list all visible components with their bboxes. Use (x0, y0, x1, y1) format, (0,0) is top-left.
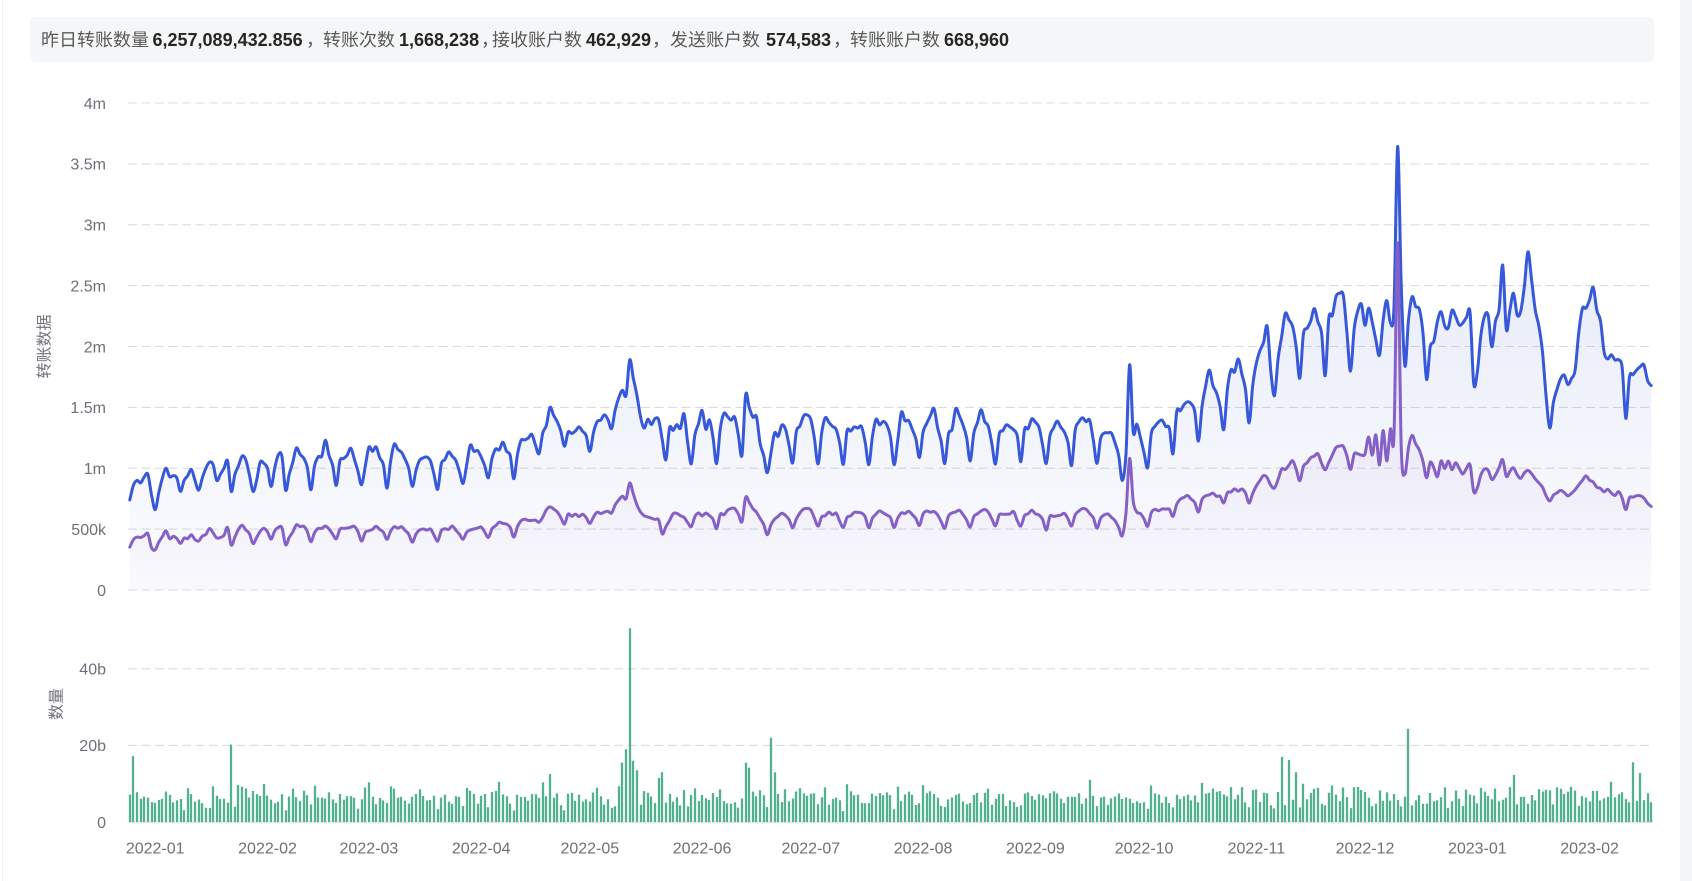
svg-text:2022-05: 2022-05 (560, 841, 619, 858)
svg-text:2.5m: 2.5m (70, 278, 106, 295)
svg-text:0: 0 (97, 583, 106, 600)
svg-text:1m: 1m (84, 461, 106, 478)
svg-text:2022-12: 2022-12 (1336, 841, 1395, 858)
svg-text:2022-10: 2022-10 (1115, 841, 1174, 858)
svg-text:462,929: 462,929 (586, 30, 651, 50)
svg-text:574,583: 574,583 (766, 30, 831, 50)
svg-text:3m: 3m (84, 218, 106, 235)
svg-text:2022-08: 2022-08 (894, 841, 953, 858)
svg-text:2m: 2m (84, 339, 106, 356)
svg-text:500k: 500k (71, 522, 107, 539)
svg-text:40b: 40b (79, 662, 106, 679)
svg-text:2023-01: 2023-01 (1448, 841, 1507, 858)
svg-text:2022-07: 2022-07 (781, 841, 840, 858)
svg-text:6,257,089,432.856: 6,257,089,432.856 (153, 30, 303, 50)
svg-text:2022-04: 2022-04 (452, 841, 511, 858)
svg-text:20b: 20b (79, 738, 106, 755)
svg-text:3.5m: 3.5m (70, 157, 106, 174)
svg-text:1,668,238: 1,668,238 (399, 30, 479, 50)
svg-text:668,960: 668,960 (944, 30, 1009, 50)
svg-text:2022-06: 2022-06 (673, 841, 732, 858)
svg-text:0: 0 (97, 815, 106, 832)
svg-text:2022-09: 2022-09 (1006, 841, 1065, 858)
svg-text:2022-01: 2022-01 (126, 841, 185, 858)
svg-text:2022-03: 2022-03 (340, 841, 399, 858)
svg-text:2022-11: 2022-11 (1228, 841, 1286, 858)
svg-text:1.5m: 1.5m (70, 400, 106, 417)
svg-text:2023-02: 2023-02 (1560, 841, 1619, 858)
svg-text:4m: 4m (84, 96, 106, 113)
svg-text:2022-02: 2022-02 (238, 841, 297, 858)
